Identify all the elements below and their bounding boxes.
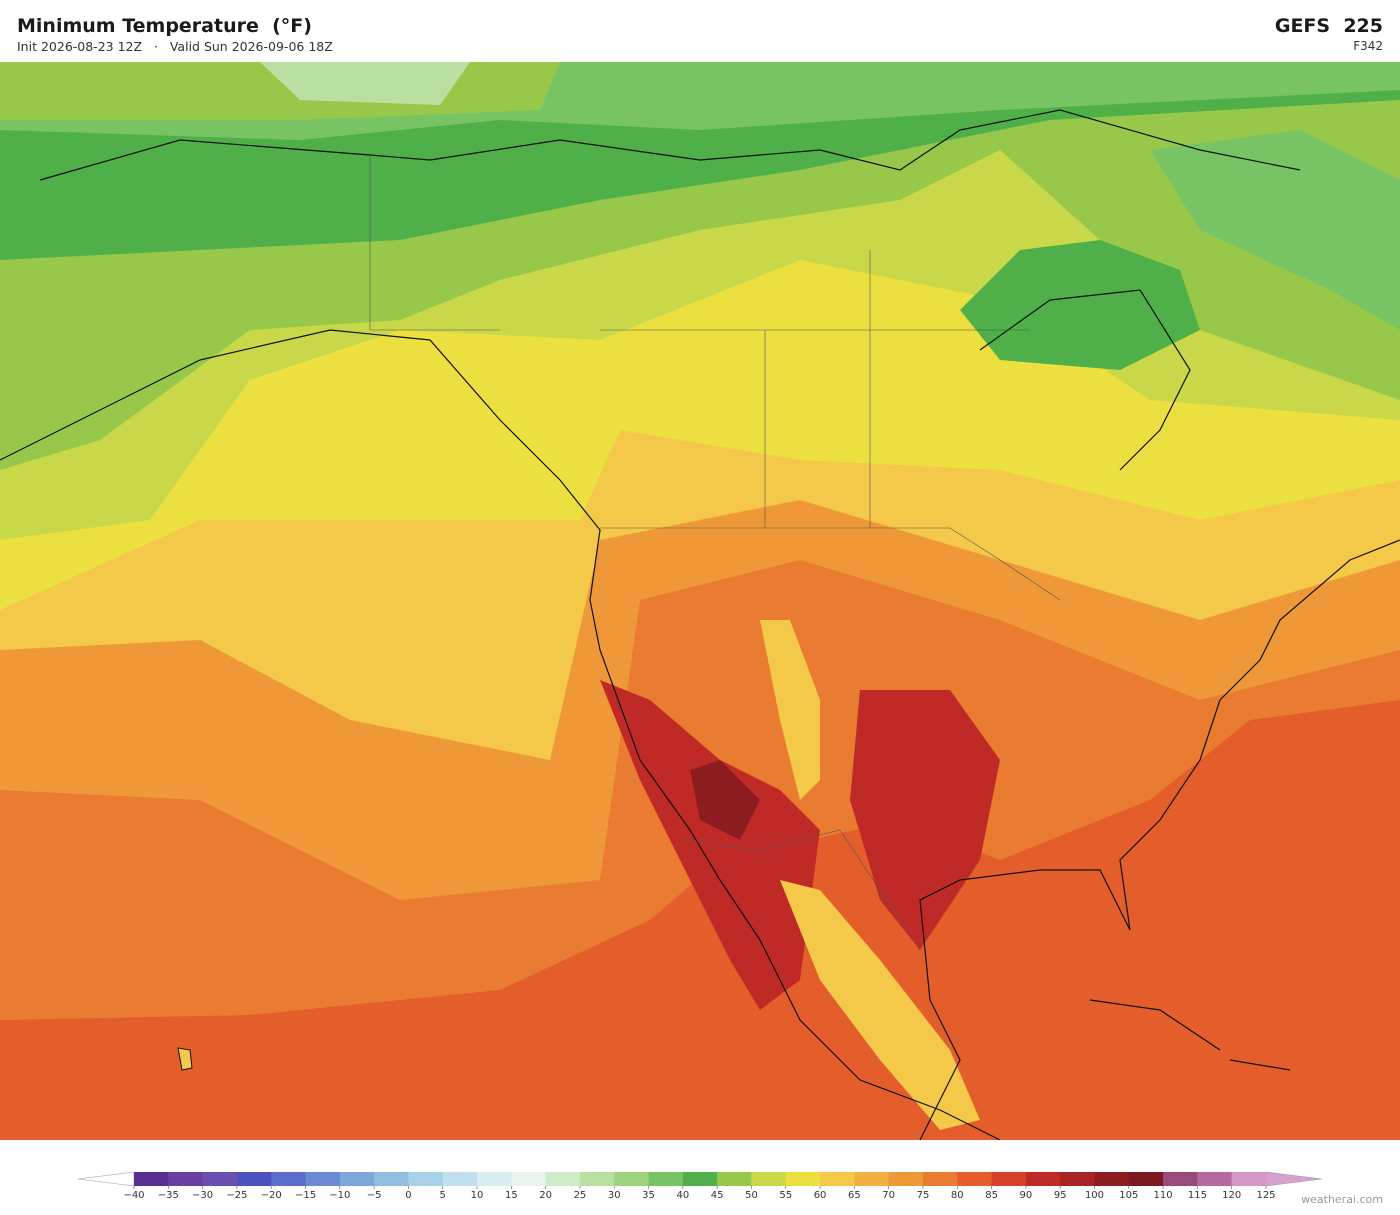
colorbar-tick-label: 125 (1256, 1190, 1275, 1201)
borders (369, 155, 1061, 951)
colorbar-swatch (339, 1172, 375, 1186)
colorbar-tick-label: 0 (405, 1190, 411, 1201)
colorbar-tick-label: 5 (440, 1190, 446, 1201)
field (690, 760, 760, 840)
colorbar-tick-label: −15 (295, 1190, 316, 1201)
colorbar-tick-label: −40 (123, 1190, 144, 1201)
colorbar-swatch (1197, 1172, 1233, 1186)
colorbar-tick-label: 10 (471, 1190, 484, 1201)
colorbar-swatch (648, 1172, 684, 1186)
colorbar-swatch (236, 1172, 272, 1186)
colorbar-swatch (991, 1172, 1027, 1186)
map-title: Minimum Temperature (°F) (17, 15, 312, 37)
colorbar-tick-label: −30 (192, 1190, 213, 1201)
colorbar-swatch (682, 1172, 718, 1186)
colorbar-tick-label: −35 (158, 1190, 179, 1201)
colorbar-tick-label: 80 (951, 1190, 964, 1201)
colorbar-tick-label: 105 (1119, 1190, 1138, 1201)
colorbar-tick-label: 60 (814, 1190, 827, 1201)
map-subtitle: Init 2026-08-23 12Z · Valid Sun 2026-09-… (17, 39, 333, 54)
colorbar-swatch (820, 1172, 855, 1186)
colorbar-swatch (408, 1172, 444, 1186)
field (760, 620, 820, 800)
colorbar-tick-label: 85 (985, 1190, 998, 1201)
colorbar-swatch (1231, 1172, 1267, 1186)
colorbar-tick-label: 120 (1222, 1190, 1241, 1201)
colorbar-swatch (854, 1172, 890, 1186)
colorbar-tick-label: 75 (917, 1190, 930, 1201)
colorbar-swatch (511, 1172, 547, 1186)
colorbar-swatch (751, 1172, 787, 1186)
colorbar-swatch (442, 1172, 478, 1186)
colorbar-tick-label: 15 (505, 1190, 518, 1201)
colorbar-swatch (202, 1172, 238, 1186)
colorbar-tick-label: 95 (1054, 1190, 1067, 1201)
colorbar-tick-label: −25 (226, 1190, 247, 1201)
colorbar-tick-label: 50 (745, 1190, 758, 1201)
colorbar-swatch (1060, 1172, 1095, 1186)
colorbar-swatch (477, 1172, 512, 1186)
colorbar: −40 −35 −30 −25 −20 −15 −10 −5 0 5 10 15 20 25 30 35 40 4… (77, 1171, 1323, 1201)
colorbar-tick-label: 110 (1154, 1190, 1173, 1201)
field (1150, 130, 1400, 330)
colorbar-tick-label: 100 (1085, 1190, 1104, 1201)
colorbar-tick-label: 35 (642, 1190, 655, 1201)
colorbar-tick-label: 70 (882, 1190, 895, 1201)
colorbar-swatch (134, 1172, 169, 1186)
colorbar-swatch (168, 1172, 204, 1186)
field (780, 880, 980, 1130)
colorbar-swatch (1163, 1172, 1198, 1186)
island (177, 1047, 193, 1071)
colorbar-tick-label: 65 (848, 1190, 861, 1201)
colorbar-swatch (957, 1172, 993, 1186)
colorbar-swatch (1094, 1172, 1130, 1186)
colorbar-tick-label: 30 (608, 1190, 621, 1201)
colorbar-tick-label: 115 (1188, 1190, 1207, 1201)
colorbar-swatch (922, 1172, 958, 1186)
colorbar-swatch (545, 1172, 581, 1186)
colorbar-tick-label: −20 (261, 1190, 282, 1201)
field (850, 690, 1000, 950)
model-label: GEFS 225 (1274, 15, 1383, 37)
colorbar-swatch (305, 1172, 341, 1186)
colorbar-tick-label: 25 (574, 1190, 587, 1201)
colorbar-tick-label: −10 (329, 1190, 350, 1201)
colorbar-swatch (717, 1172, 752, 1186)
colorbar-tick-label: 40 (676, 1190, 689, 1201)
colorbar-tick-label: 55 (779, 1190, 792, 1201)
colorbar-tick-label: −5 (367, 1190, 382, 1201)
coastline (0, 109, 1400, 1140)
watermark: weatherai.com (1301, 1193, 1383, 1206)
colorbar-over (1265, 1171, 1323, 1187)
colorbar-swatch (1025, 1172, 1061, 1186)
colorbar-swatch (614, 1172, 650, 1186)
colorbar-tick-label: 45 (711, 1190, 724, 1201)
forecast-hour: F342 (1353, 39, 1383, 53)
colorbar-swatch (888, 1172, 924, 1186)
field (260, 62, 470, 105)
field (960, 240, 1200, 370)
colorbar-swatch (374, 1172, 409, 1186)
colorbar-tick-label: 90 (1020, 1190, 1033, 1201)
map (0, 62, 1400, 1140)
colorbar-tick-label: 20 (539, 1190, 552, 1201)
colorbar-swatch (271, 1172, 307, 1186)
field (600, 680, 820, 1010)
colorbar-swatch (579, 1172, 615, 1186)
colorbar-swatch (1128, 1172, 1164, 1186)
colorbar-swatch (785, 1172, 821, 1186)
colorbar-under (77, 1171, 135, 1187)
